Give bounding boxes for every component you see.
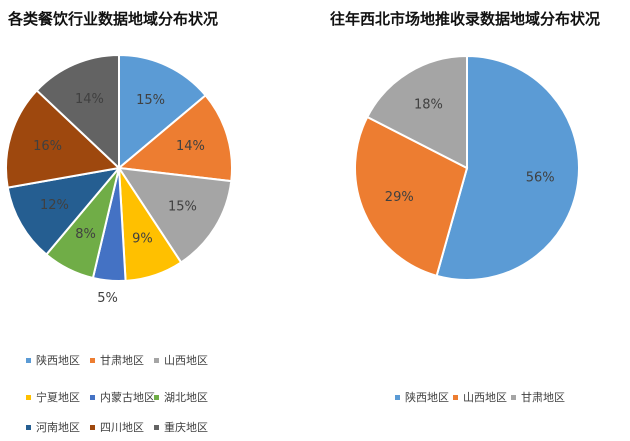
legend-swatch	[395, 394, 400, 400]
legend-item-0-3: 宁夏地区	[26, 389, 80, 405]
data-label-0-5: 8%	[75, 227, 96, 242]
legend-swatch	[26, 357, 31, 363]
pie-slice-0-7	[5, 89, 122, 189]
legend-label: 甘肃地区	[100, 354, 144, 367]
legend-item-0-2: 山西地区	[154, 352, 208, 368]
legend-swatch	[90, 424, 95, 430]
legend-label: 陕西地区	[36, 354, 80, 367]
legend-label: 重庆地区	[164, 421, 208, 434]
data-label-0-6: 12%	[40, 198, 69, 213]
pie-slice-1-0	[435, 54, 580, 281]
legend-label: 山西地区	[164, 354, 208, 367]
legend-swatch	[511, 394, 516, 400]
legend-item-1-2: 甘肃地区	[511, 389, 565, 405]
legend-swatch	[453, 394, 458, 400]
legend-label: 山西地区	[463, 391, 507, 404]
data-label-0-1: 14%	[176, 139, 205, 154]
legend-label: 内蒙古地区	[100, 391, 155, 404]
data-label-1-0: 56%	[526, 171, 555, 186]
legend-item-1-1: 山西地区	[453, 389, 507, 405]
legend-swatch	[154, 424, 159, 430]
data-label-0-3: 9%	[132, 231, 153, 246]
data-label-1-2: 18%	[414, 97, 443, 112]
legend-label: 宁夏地区	[36, 391, 80, 404]
legend-swatch	[90, 357, 95, 363]
legend-item-0-7: 四川地区	[90, 419, 144, 435]
legend-label: 陕西地区	[405, 391, 449, 404]
data-label-0-0: 15%	[136, 93, 165, 108]
legend-item-0-8: 重庆地区	[154, 419, 208, 435]
legend-item-0-0: 陕西地区	[26, 352, 80, 368]
chart-title-left: 各类餐饮行业数据地域分布状况	[8, 10, 219, 28]
legend-item-0-5: 湖北地区	[154, 389, 208, 405]
data-label-0-7: 16%	[33, 139, 62, 154]
legend-item-0-1: 甘肃地区	[90, 352, 144, 368]
data-label-0-2: 15%	[168, 200, 197, 215]
pie-slice-0-2	[116, 166, 233, 264]
chart-title-right: 往年西北市场地推收录数据地域分布状况	[330, 10, 601, 28]
pie-slice-1-1	[354, 115, 469, 278]
legend-swatch	[90, 394, 95, 400]
legend-swatch	[26, 394, 31, 400]
legend-label: 甘肃地区	[521, 391, 565, 404]
legend-item-1-0: 陕西地区	[395, 389, 449, 405]
data-label-1-1: 29%	[385, 190, 414, 205]
pie-slice-0-6	[6, 166, 122, 256]
legend-swatch	[26, 424, 31, 430]
legend-swatch	[154, 357, 159, 363]
legend-label: 河南地区	[36, 421, 80, 434]
pie-slice-0-1	[116, 93, 233, 183]
legend-item-0-6: 河南地区	[26, 419, 80, 435]
data-label-0-8: 14%	[75, 92, 104, 107]
pie-slice-1-2	[365, 54, 468, 170]
data-label-0-4: 5%	[97, 291, 118, 306]
pie-slice-0-0	[118, 53, 207, 171]
pie-slice-0-8	[35, 53, 120, 171]
legend-swatch	[154, 394, 159, 400]
legend-item-0-4: 内蒙古地区	[90, 389, 155, 405]
legend-label: 四川地区	[100, 421, 144, 434]
legend-label: 湖北地区	[164, 391, 208, 404]
